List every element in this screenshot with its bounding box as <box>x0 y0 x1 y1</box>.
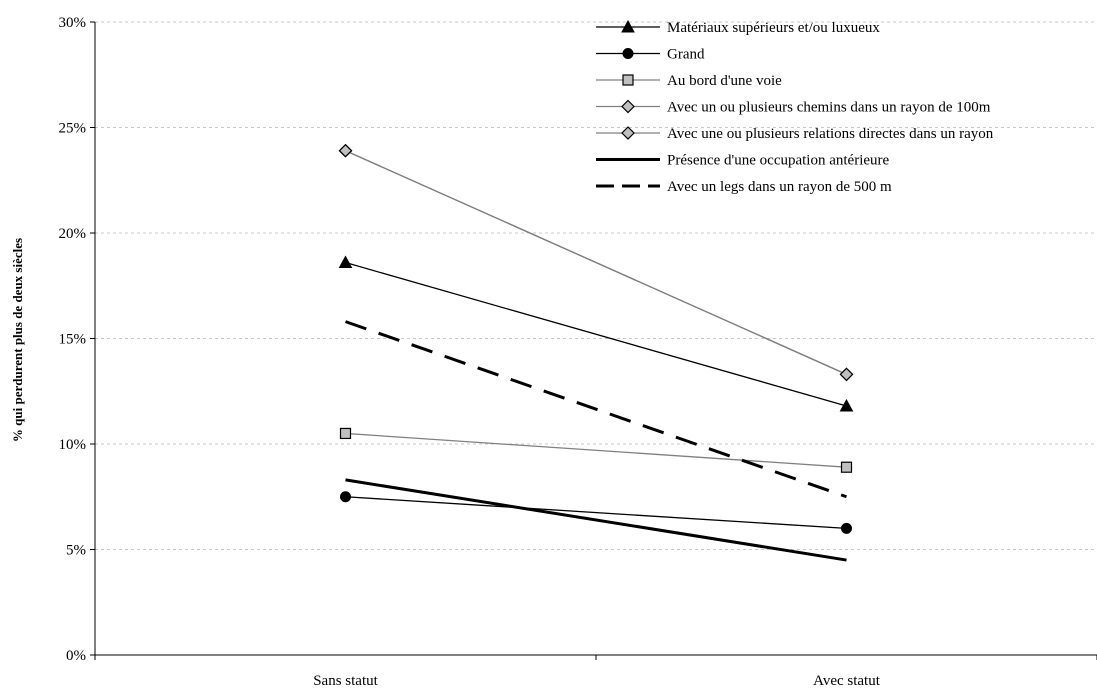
legend-label: Avec un ou plusieurs chemins dans un ray… <box>667 100 991 116</box>
legend-marker <box>623 75 633 85</box>
x-tick-label: Sans statut <box>313 673 378 689</box>
data-point <box>340 257 352 268</box>
y-tick-label: 10% <box>59 437 87 453</box>
series-line <box>346 497 847 529</box>
series-line <box>346 322 847 497</box>
legend-marker <box>622 101 634 113</box>
y-tick-label: 20% <box>59 226 87 242</box>
legend-label: Présence d'une occupation antérieure <box>667 153 890 169</box>
legend-label: Au bord d'une voie <box>667 73 782 89</box>
legend-label: Avec une ou plusieurs relations directes… <box>667 126 994 142</box>
y-tick-label: 30% <box>59 15 87 31</box>
y-tick-label: 5% <box>66 543 86 559</box>
data-point <box>340 145 352 157</box>
legend-marker <box>622 127 634 139</box>
series-line <box>346 263 847 406</box>
series-lines <box>340 145 853 560</box>
x-tick-label: Avec statut <box>813 673 881 689</box>
y-tick-label: 25% <box>59 121 87 137</box>
data-point <box>841 368 853 380</box>
axes: 0% 5% 10% 15% 20% 25% 30% Sans statut Avec statu… <box>59 15 1097 689</box>
data-point <box>842 462 852 472</box>
legend-marker <box>623 49 633 59</box>
legend: Matériaux supérieurs et/ou luxueux Grand A… <box>596 20 994 195</box>
data-point <box>842 523 852 533</box>
data-point <box>341 428 351 438</box>
y-axis-label: % qui perdurent plus de deux siècles <box>10 238 25 442</box>
legend-label: Grand <box>667 47 705 63</box>
y-tick-label: 0% <box>66 648 86 664</box>
legend-label: Avec un legs dans un rayon de 500 m <box>667 179 892 195</box>
series-line <box>346 480 847 560</box>
data-point <box>841 400 853 411</box>
series-line <box>346 433 847 467</box>
y-tick-label: 15% <box>59 332 87 348</box>
data-point <box>341 492 351 502</box>
legend-label: Matériaux supérieurs et/ou luxueux <box>667 20 880 36</box>
